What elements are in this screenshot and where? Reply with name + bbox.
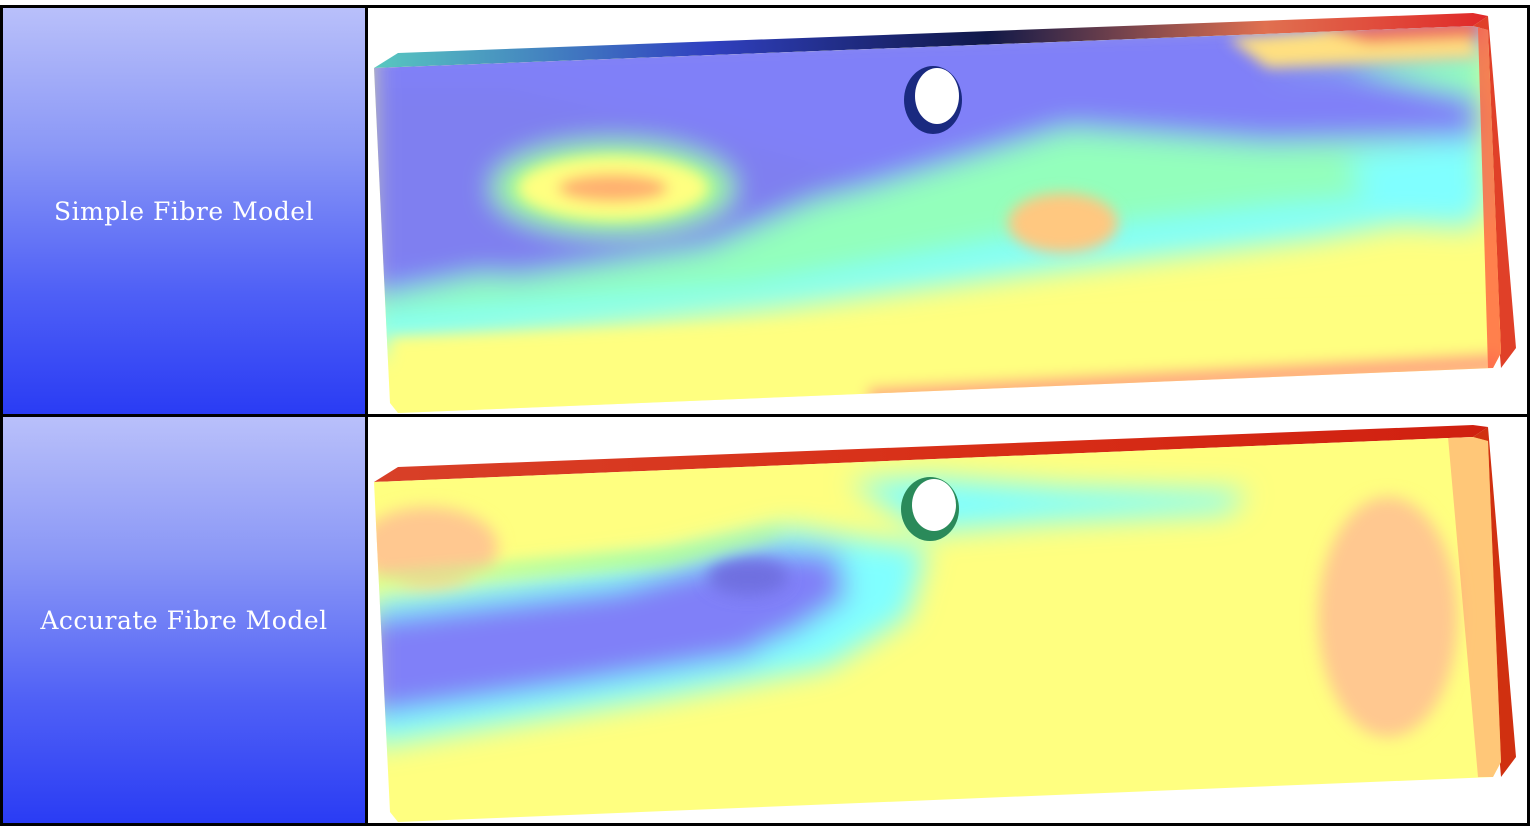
plate-hole bbox=[901, 477, 959, 541]
plate-top-edge bbox=[374, 425, 1488, 482]
simulation-image-accurate bbox=[365, 414, 1530, 826]
row-label-simple: Simple Fibre Model bbox=[53, 196, 315, 226]
row-label-cell: Simple Fibre Model bbox=[0, 5, 368, 417]
stress-field bbox=[374, 26, 1501, 413]
row-accurate-model: Accurate Fibre Model bbox=[0, 414, 1530, 826]
plate-top-edge bbox=[374, 13, 1488, 68]
simple-fibre-plate-render bbox=[374, 13, 1516, 413]
plate-hole bbox=[904, 66, 962, 134]
accurate-fibre-plate-render bbox=[374, 425, 1516, 822]
row-label-cell: Accurate Fibre Model bbox=[0, 414, 368, 826]
row-simple-model: Simple Fibre Model bbox=[0, 5, 1530, 417]
stress-field bbox=[374, 437, 1501, 822]
simulation-image-simple bbox=[365, 5, 1530, 417]
row-label-accurate: Accurate Fibre Model bbox=[40, 605, 328, 635]
